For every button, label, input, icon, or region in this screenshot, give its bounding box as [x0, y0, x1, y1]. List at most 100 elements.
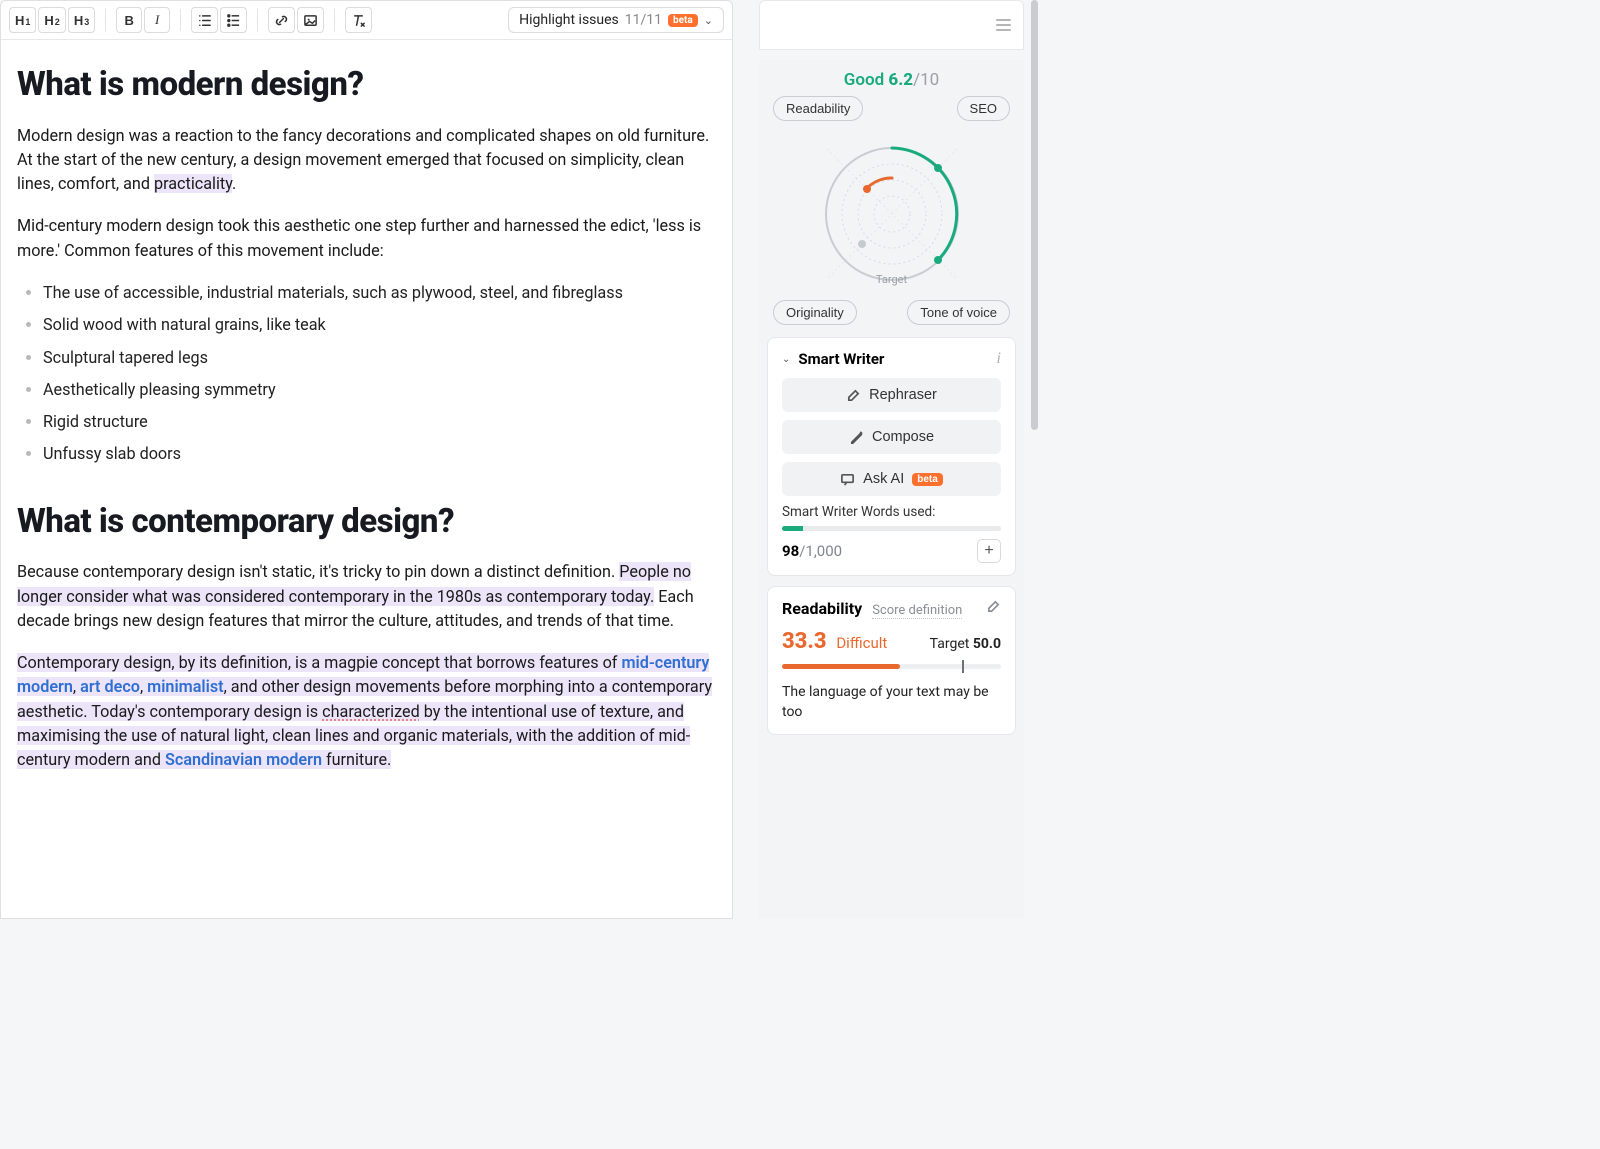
bold-button[interactable]: B: [116, 7, 142, 33]
chevron-down-icon[interactable]: ⌄: [782, 354, 790, 365]
readability-score-wrap: 33.3 Difficult: [782, 629, 887, 654]
list-item: Rigid structure: [43, 410, 716, 434]
highlighted-text: practicality: [154, 174, 232, 193]
ordered-list-button[interactable]: [191, 7, 218, 33]
score-value: 6.2: [888, 70, 913, 90]
scrollbar-thumb[interactable]: [1031, 0, 1038, 430]
italic-button[interactable]: I: [144, 7, 170, 33]
unordered-list-button[interactable]: [220, 7, 247, 33]
words-progress-fill: [782, 526, 803, 531]
readability-difficulty: Difficult: [836, 634, 887, 652]
clear-formatting-icon: [351, 13, 366, 28]
h3-label: H: [74, 13, 83, 28]
paragraph: Modern design was a reaction to the fanc…: [17, 124, 716, 197]
card-header: Readability Score definition: [782, 599, 1001, 619]
editor-panel: H1 H2 H3 B I: [0, 0, 733, 919]
editor-content[interactable]: What is modern design? Modern design was…: [1, 40, 732, 918]
link-minimalist[interactable]: minimalist: [147, 677, 223, 696]
side-panel-body: Good 6.2/10 Readability SEO: [759, 60, 1024, 919]
button-label: Rephraser: [869, 387, 937, 403]
heading1-button[interactable]: H1: [9, 7, 36, 33]
chat-icon: [840, 472, 855, 487]
radar-target-label: Target: [876, 273, 907, 286]
highlight-issues-count: 11/11: [625, 12, 662, 28]
seo-pill[interactable]: SEO: [957, 96, 1010, 121]
readability-progress-bar: [782, 664, 1001, 669]
smart-writer-card: ⌄ Smart Writer i Rephraser Compose Ask A…: [767, 337, 1016, 576]
readability-pill[interactable]: Readability: [773, 96, 863, 121]
target-label: Target: [930, 636, 970, 652]
link-button[interactable]: [268, 7, 295, 33]
readability-card: Readability Score definition 33.3 Diffic…: [767, 586, 1016, 735]
h1-sub: 1: [25, 17, 30, 27]
heading3-button[interactable]: H3: [68, 7, 95, 33]
highlighted-text: Today's contemporary design is character…: [17, 702, 690, 770]
card-header: ⌄ Smart Writer i: [782, 350, 1001, 368]
h1-label: H: [15, 13, 24, 28]
bullet-list: The use of accessible, industrial materi…: [17, 281, 716, 467]
add-words-button[interactable]: +: [977, 539, 1001, 563]
h2-label: H: [44, 13, 53, 28]
radar-chart: Target: [759, 121, 1024, 306]
edit-button[interactable]: [986, 599, 1001, 618]
side-panel: Good 6.2/10 Readability SEO: [759, 0, 1024, 919]
score-definition-link[interactable]: Score definition: [872, 603, 962, 619]
overall-score: Good 6.2/10: [759, 60, 1024, 96]
compose-icon: [849, 430, 864, 445]
readability-score: 33.3: [782, 629, 827, 654]
list-item: Aesthetically pleasing symmetry: [43, 378, 716, 402]
text: Today's contemporary design is: [88, 702, 323, 721]
list-item: Sculptural tapered legs: [43, 346, 716, 370]
article-heading: What is contemporary design?: [17, 497, 716, 547]
target-value: 50.0: [973, 636, 1001, 652]
text: Because contemporary design isn't static…: [17, 562, 619, 581]
beta-badge: beta: [912, 473, 943, 486]
h3-sub: 3: [84, 17, 89, 27]
editor-toolbar: H1 H2 H3 B I: [1, 1, 732, 40]
unordered-list-icon: [226, 13, 241, 28]
info-icon[interactable]: i: [997, 350, 1001, 368]
button-label: Compose: [872, 429, 934, 445]
toolbar-divider: [180, 9, 181, 31]
smart-writer-words-label: Smart Writer Words used:: [782, 504, 1001, 520]
compose-button[interactable]: Compose: [782, 420, 1001, 454]
score-max: /10: [913, 70, 939, 90]
ordered-list-icon: [197, 13, 212, 28]
toolbar-divider: [257, 9, 258, 31]
button-label: Ask AI: [863, 471, 904, 487]
words-max: /1,000: [799, 542, 842, 560]
ask-ai-button[interactable]: Ask AI beta: [782, 462, 1001, 496]
readability-score-row: 33.3 Difficult Target 50.0: [782, 629, 1001, 654]
menu-icon[interactable]: [996, 19, 1011, 31]
side-panel-header: [759, 0, 1024, 50]
list-item: Solid wood with natural grains, like tea…: [43, 313, 716, 337]
spellcheck-underline: characterized: [322, 702, 420, 721]
h2-sub: 2: [55, 17, 60, 27]
link-scandinavian-modern[interactable]: Scandinavian modern: [165, 750, 322, 769]
readability-message: The language of your text may be too: [782, 683, 1001, 722]
article-heading: What is modern design?: [17, 60, 716, 110]
text: Contemporary design, by its definition, …: [17, 653, 621, 672]
words-footer: 98/1,000 +: [782, 539, 1001, 563]
list-item: Unfussy slab doors: [43, 442, 716, 466]
toolbar-divider: [105, 9, 106, 31]
text: Modern design was a reaction to the fanc…: [17, 126, 709, 194]
link-art-deco[interactable]: art deco: [80, 677, 140, 696]
image-button[interactable]: [297, 7, 324, 33]
readability-target: Target 50.0: [930, 636, 1001, 652]
text: .: [232, 174, 236, 193]
scrollbar-track[interactable]: [1031, 0, 1038, 640]
clear-formatting-button[interactable]: [345, 7, 372, 33]
toolbar-divider: [334, 9, 335, 31]
paragraph: Contemporary design, by its definition, …: [17, 651, 716, 772]
list-item: The use of accessible, industrial materi…: [43, 281, 716, 305]
readability-progress-fill: [782, 664, 900, 669]
paragraph: Because contemporary design isn't static…: [17, 560, 716, 633]
highlight-issues-label: Highlight issues: [519, 12, 619, 28]
paragraph: Mid-century modern design took this aest…: [17, 214, 716, 263]
image-icon: [303, 13, 318, 28]
highlight-issues-dropdown[interactable]: Highlight issues 11/11 beta ⌄: [508, 7, 724, 33]
link-icon: [274, 13, 289, 28]
rephraser-button[interactable]: Rephraser: [782, 378, 1001, 412]
heading2-button[interactable]: H2: [38, 7, 65, 33]
